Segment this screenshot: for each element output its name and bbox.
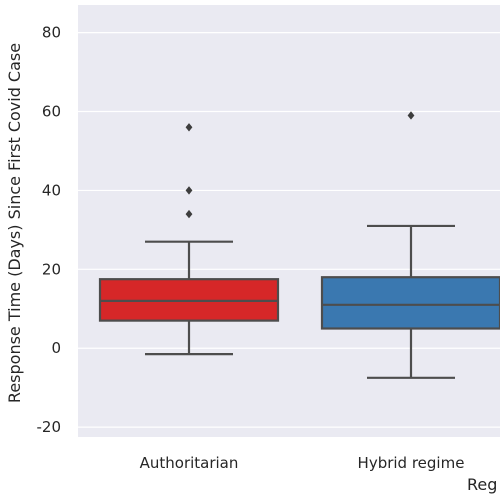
outlier-point bbox=[407, 111, 415, 120]
box-group bbox=[320, 111, 500, 379]
outlier-point bbox=[185, 186, 193, 195]
y-tick-labels: -20 0 20 40 60 80 bbox=[37, 24, 62, 437]
y-tick-label: -20 bbox=[37, 418, 62, 436]
outlier-point bbox=[185, 123, 193, 132]
y-tick-label: 60 bbox=[42, 103, 61, 121]
x-tick-labels: Authoritarian Hybrid regime bbox=[140, 454, 465, 472]
outlier-point bbox=[185, 209, 193, 219]
y-tick-label: 0 bbox=[51, 339, 61, 357]
y-tick-label: 20 bbox=[42, 260, 61, 278]
boxes bbox=[98, 111, 500, 379]
box-group bbox=[98, 123, 280, 356]
x-tick-label: Authoritarian bbox=[140, 454, 239, 472]
box-iqr bbox=[320, 276, 500, 330]
plot-area bbox=[78, 5, 500, 437]
y-tick-label: 40 bbox=[42, 181, 61, 199]
y-axis-label: Response Time (Days) Since First Covid C… bbox=[5, 43, 24, 403]
x-tick-label: Hybrid regime bbox=[358, 454, 465, 472]
y-tick-label: 80 bbox=[42, 24, 61, 42]
grid-lines bbox=[78, 32, 500, 428]
x-axis-label: Reg bbox=[467, 475, 497, 494]
